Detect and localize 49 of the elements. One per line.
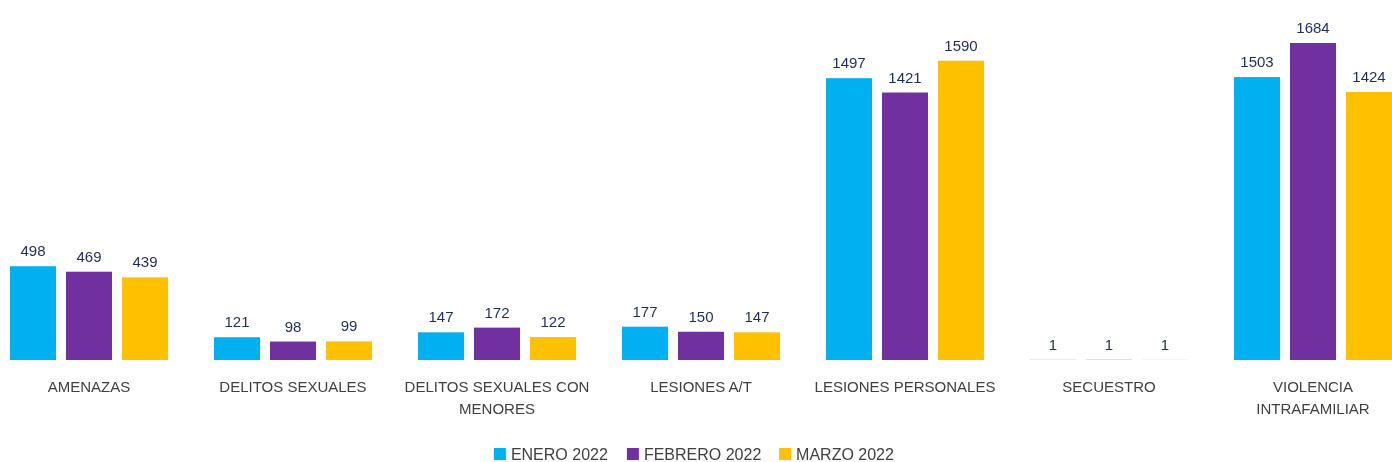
data-label: 147 xyxy=(428,308,454,326)
bar xyxy=(622,326,668,360)
bar xyxy=(1234,77,1280,360)
data-label: 177 xyxy=(632,302,658,320)
data-label: 1424 xyxy=(1352,67,1386,85)
data-label: 1 xyxy=(1160,335,1170,353)
bar xyxy=(826,78,872,360)
x-tick-label: DELITOS SEXUALES xyxy=(219,378,367,395)
x-tick-label: VIOLENCIA INTRAFAMILIAR xyxy=(1256,378,1370,417)
bar xyxy=(938,60,984,360)
bar xyxy=(530,337,576,360)
bar xyxy=(66,271,112,360)
data-label: 172 xyxy=(484,303,510,321)
data-label: 1497 xyxy=(832,54,866,72)
bar xyxy=(214,337,260,360)
x-tick-label: DELITOS SEXUALES CON MENORES xyxy=(404,378,590,417)
data-label: 147 xyxy=(744,308,770,326)
data-label: 150 xyxy=(688,307,714,325)
bar xyxy=(1290,43,1336,360)
data-label: 1503 xyxy=(1240,53,1274,71)
legend-label: FEBRERO 2022 xyxy=(643,446,762,462)
bar xyxy=(678,331,724,360)
bar xyxy=(326,341,372,360)
data-label: 122 xyxy=(540,313,566,331)
legend-label: MARZO 2022 xyxy=(796,446,895,462)
data-label: 498 xyxy=(20,242,46,260)
data-label: 1 xyxy=(1048,335,1058,353)
bar xyxy=(10,266,56,360)
bar xyxy=(1346,91,1392,360)
bar xyxy=(122,277,168,360)
bar xyxy=(734,332,780,360)
data-label: 98 xyxy=(284,317,302,335)
x-tick-label: AMENAZAS xyxy=(47,378,131,395)
legend-label: ENERO 2022 xyxy=(510,446,608,462)
data-label: 439 xyxy=(132,253,158,271)
data-label: 99 xyxy=(340,317,358,335)
bar xyxy=(418,332,464,360)
bar xyxy=(474,327,520,360)
bar xyxy=(882,92,928,360)
x-tick-label: LESIONES A/T xyxy=(650,378,752,395)
data-label: 1 xyxy=(1104,335,1114,353)
bar xyxy=(270,341,316,360)
data-label: 469 xyxy=(76,247,102,265)
data-label: 121 xyxy=(224,313,250,331)
data-label: 1421 xyxy=(888,68,922,86)
x-tick-label: LESIONES PERSONALES xyxy=(814,378,996,395)
data-label: 1590 xyxy=(944,36,978,54)
x-tick-label: SECUESTRO xyxy=(1062,378,1156,395)
data-label: 1684 xyxy=(1296,19,1330,36)
